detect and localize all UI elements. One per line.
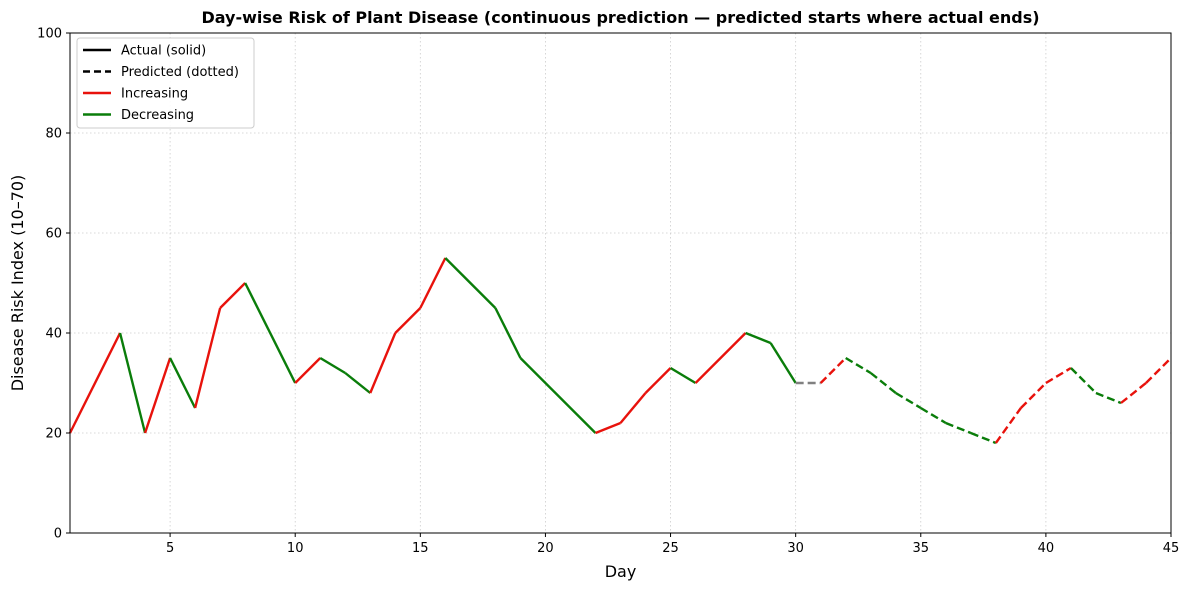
predicted-segment xyxy=(869,372,897,394)
actual-segment xyxy=(118,332,147,434)
legend-label: Decreasing xyxy=(121,108,194,123)
actual-segment xyxy=(619,392,647,424)
predicted-segment xyxy=(1120,382,1147,404)
actual-segment xyxy=(294,357,322,384)
y-tick-label: 60 xyxy=(45,227,62,242)
actual-segment xyxy=(68,332,122,434)
actual-segment xyxy=(444,257,497,309)
x-axis-title: Day xyxy=(605,562,637,581)
x-tick-label: 35 xyxy=(912,541,929,556)
legend-box xyxy=(76,37,255,129)
actual-segment xyxy=(669,366,697,385)
actual-segment xyxy=(694,332,747,384)
plot-area xyxy=(69,32,1172,534)
y-tick-label: 40 xyxy=(45,327,62,342)
predicted-segment xyxy=(845,356,872,375)
y-tick-label: 80 xyxy=(45,127,62,142)
actual-segment xyxy=(494,307,522,359)
predicted-segment xyxy=(994,407,1022,444)
actual-segment xyxy=(769,342,797,384)
predicted-segment xyxy=(819,357,847,384)
legend-label: Actual (solid) xyxy=(121,44,206,59)
actual-segment xyxy=(169,357,197,409)
x-tick-label: 30 xyxy=(787,541,804,556)
actual-segment xyxy=(644,367,672,394)
actual-segment xyxy=(244,282,297,384)
y-axis-title: Disease Risk Index (10–70) xyxy=(8,175,27,392)
actual-segment xyxy=(219,282,247,309)
predicted-segment xyxy=(945,421,972,435)
predicted-segment xyxy=(1045,366,1072,385)
y-tick-label: 100 xyxy=(37,27,62,42)
legend-label: Predicted (dotted) xyxy=(121,65,239,80)
actual-segment xyxy=(595,421,621,435)
predicted-segment xyxy=(1070,367,1097,394)
x-tick-label: 45 xyxy=(1163,541,1180,556)
actual-segment xyxy=(745,331,772,345)
x-tick-label: 15 xyxy=(412,541,429,556)
axis-ticks: 5 10 15 20 25 30 35 40 45 0 20 40 60 80 100 xyxy=(37,27,1179,557)
predicted-segment xyxy=(895,391,922,410)
x-tick-label: 25 xyxy=(662,541,679,556)
legend-label: Increasing xyxy=(121,87,188,102)
predicted-segment xyxy=(1020,382,1047,409)
predicted-segment xyxy=(1145,357,1172,384)
actual-segment xyxy=(369,332,397,394)
actual-segment xyxy=(419,257,447,309)
y-tick-label: 0 xyxy=(54,527,62,542)
x-tick-label: 40 xyxy=(1038,541,1055,556)
legend: Actual (solid) Predicted (dotted) Increasi… xyxy=(76,37,255,129)
series-lines xyxy=(68,257,1172,445)
actual-segment xyxy=(394,307,422,334)
actual-segment xyxy=(519,357,597,434)
chart-title: Day-wise Risk of Plant Disease (continuo… xyxy=(201,8,1039,27)
actual-segment xyxy=(193,307,222,409)
x-tick-label: 20 xyxy=(537,541,554,556)
x-tick-label: 5 xyxy=(166,541,174,556)
x-tick-label: 10 xyxy=(287,541,304,556)
actual-segment xyxy=(319,356,346,375)
predicted-segment xyxy=(920,406,947,425)
actual-segment xyxy=(344,372,372,394)
predicted-segment xyxy=(970,431,997,445)
y-tick-label: 20 xyxy=(45,427,62,442)
predicted-segment xyxy=(1095,391,1122,405)
actual-segment xyxy=(143,357,172,434)
